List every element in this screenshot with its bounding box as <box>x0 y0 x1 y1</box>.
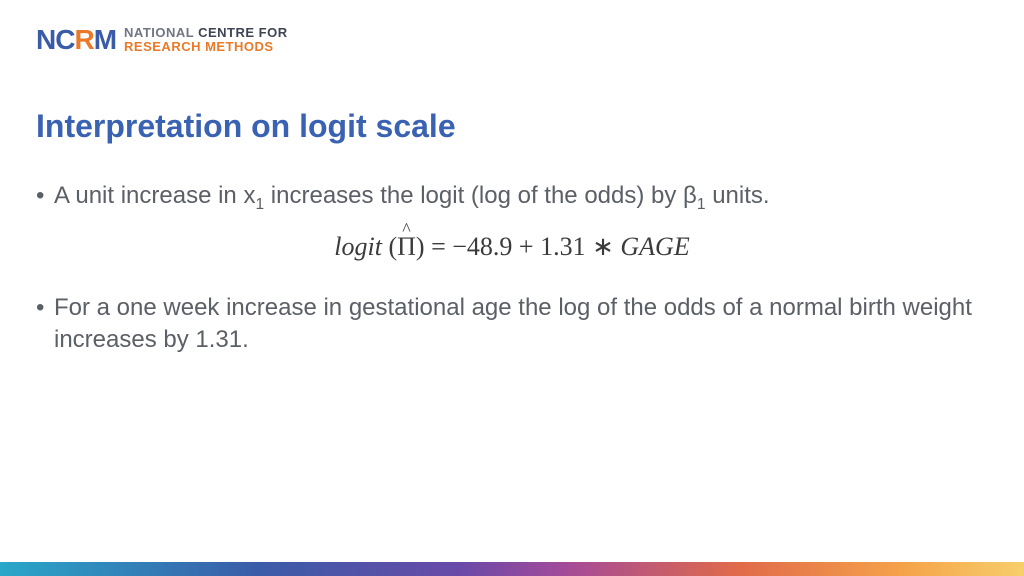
eq-lparen: ( <box>382 232 397 261</box>
eq-ast: ∗ <box>592 232 620 261</box>
bullet-dot: • <box>36 180 54 215</box>
logo-letter-c: C <box>55 24 74 56</box>
b1-sub2: 1 <box>697 196 706 213</box>
b1-mid: increases the logit (log of the odds) by… <box>264 182 697 209</box>
eq-coef: 1.31 <box>540 232 592 261</box>
eq-intercept: −48.9 <box>452 232 519 261</box>
eq-equals: = <box>431 232 452 261</box>
b1-post: units. <box>706 182 770 209</box>
logo-mark: N C R M <box>36 24 116 56</box>
logo-letter-n: N <box>36 24 55 56</box>
bullet-dot: • <box>36 292 54 357</box>
bullet-1-text: A unit increase in x1 increases the logi… <box>54 180 988 215</box>
ncrm-logo: N C R M NATIONAL CENTRE FOR RESEARCH MET… <box>36 24 288 56</box>
b1-pre: A unit increase in x <box>54 182 255 209</box>
b1-sub1: 1 <box>255 196 264 213</box>
bullet-1: • A unit increase in x1 increases the lo… <box>36 180 988 215</box>
slide-content: • A unit increase in x1 increases the lo… <box>36 180 988 371</box>
slide-title: Interpretation on logit scale <box>36 108 456 145</box>
eq-pi-hat: Π <box>397 229 416 264</box>
logo-line2: RESEARCH METHODS <box>124 40 288 54</box>
bullet-2-text: For a one week increase in gestational a… <box>54 292 988 357</box>
logo-line1: NATIONAL CENTRE FOR <box>124 26 288 40</box>
logo-letter-m: M <box>94 24 116 56</box>
logo-text: NATIONAL CENTRE FOR RESEARCH METHODS <box>124 26 288 53</box>
eq-rparen: ) <box>416 232 431 261</box>
eq-logit: logit <box>334 232 382 261</box>
equation: logit (Π) = −48.9 + 1.31 ∗ GAGE <box>36 229 988 264</box>
bullet-2: • For a one week increase in gestational… <box>36 292 988 357</box>
eq-plus: + <box>519 232 540 261</box>
logo-letter-r: R <box>74 24 93 56</box>
footer-gradient-bar <box>0 562 1024 576</box>
eq-var: GAGE <box>620 232 689 261</box>
